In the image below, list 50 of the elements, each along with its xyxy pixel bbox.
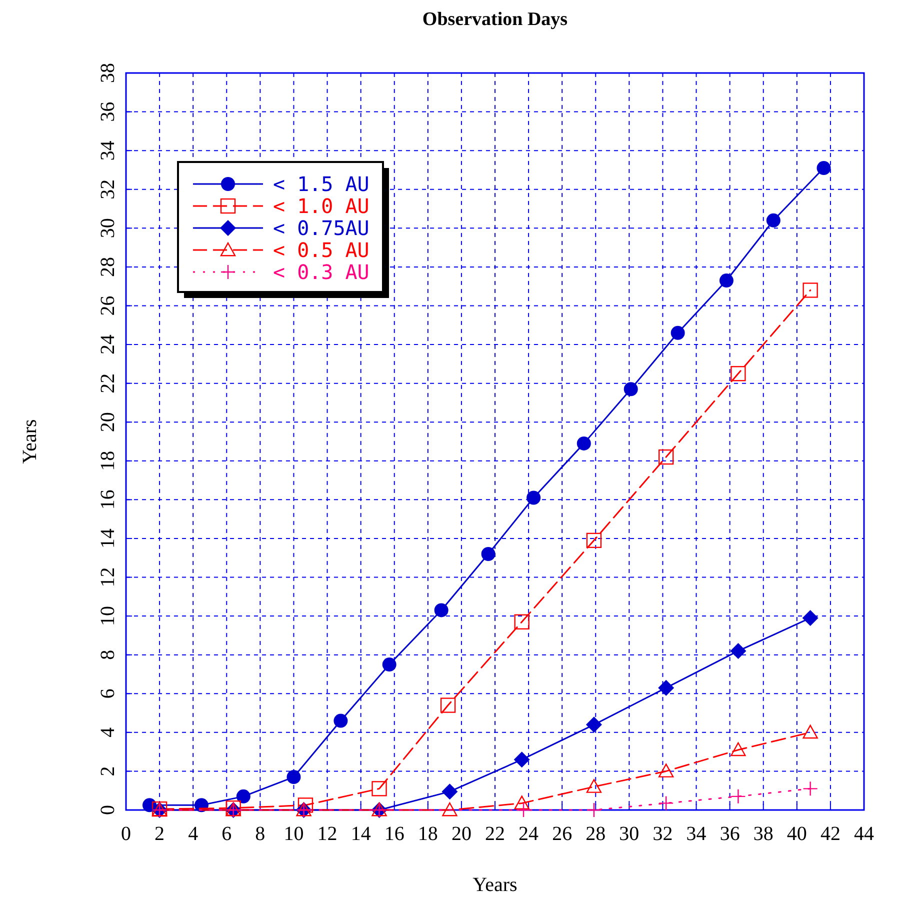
legend-label: < 0.5 AU [273,238,370,262]
y-tick-label: 12 [97,567,119,588]
x-tick-label: 12 [317,823,338,845]
y-tick-label: 14 [97,528,119,548]
x-tick-label: 40 [786,823,807,845]
chart-title: Observation Days [422,9,568,30]
x-tick-label: 24 [518,823,539,845]
x-tick-label: 18 [418,823,438,845]
x-tick-label: 42 [820,823,840,845]
y-tick-label: 28 [97,256,119,277]
x-tick-label: 22 [485,823,505,845]
y-tick-label: 18 [97,450,119,471]
y-tick-label: 6 [97,688,119,699]
y-tick-label: 36 [97,102,119,122]
y-tick-label: 26 [97,296,119,316]
x-tick-label: 6 [222,823,232,845]
legend-label: < 1.0 AU [273,194,370,218]
y-tick-label: 0 [97,805,119,815]
x-tick-label: 28 [586,823,606,845]
y-tick-label: 20 [97,412,119,432]
y-tick-label: 2 [97,766,119,776]
x-tick-label: 32 [652,823,673,845]
x-tick-label: 10 [284,823,304,845]
legend-label: < 0.3 AU [273,260,370,284]
x-tick-label: 14 [350,823,371,845]
x-tick-label: 2 [154,823,165,845]
y-tick-label: 32 [97,179,119,200]
x-tick-label: 8 [255,823,266,845]
y-tick-label: 4 [97,727,119,738]
y-tick-label: 38 [97,63,119,83]
y-tick-label: 10 [97,606,119,626]
x-tick-label: 20 [451,823,472,845]
y-tick-label: 30 [97,218,119,238]
y-tick-label: 8 [97,650,119,660]
x-tick-label: 30 [619,823,640,845]
y-axis-title: Years [19,418,41,464]
x-tick-label: 36 [720,823,740,845]
x-tick-label: 34 [686,823,706,845]
y-tick-label: 16 [97,490,119,510]
y-tick-label: 22 [97,373,119,394]
legend-label: < 0.75AU [273,216,370,240]
legend-label: < 1.5 AU [273,172,370,196]
y-tick-label: 24 [97,334,119,355]
x-tick-label: 44 [854,823,874,845]
x-tick-label: 38 [753,823,774,845]
x-tick-label: 16 [384,823,404,845]
x-tick-label: 26 [552,823,572,845]
x-axis-title: Years [472,874,518,896]
x-tick-label: 4 [188,823,198,845]
y-tick-label: 34 [97,140,119,161]
